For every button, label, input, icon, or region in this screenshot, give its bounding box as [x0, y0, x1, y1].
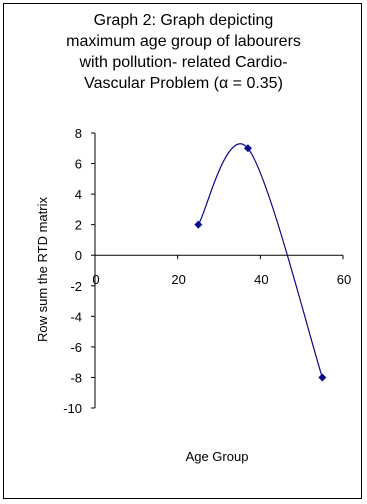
chart-title-line-2: maximum age group of labourers: [66, 33, 301, 50]
y-tick-label: -6: [70, 340, 82, 355]
y-tick-label: -8: [70, 370, 82, 385]
chart-points: [194, 144, 327, 382]
y-tick-label: -2: [70, 279, 82, 294]
chart-title-line-1: Graph 2: Graph depicting: [93, 12, 274, 29]
x-tick-label: 40: [254, 272, 268, 287]
chart-title-line-4: Vascular Problem (α = 0.35): [84, 75, 283, 92]
x-axis-title: Age Group: [186, 449, 249, 464]
y-tick-label: 8: [75, 126, 82, 141]
data-point: [318, 373, 327, 382]
chart-axes: [94, 133, 343, 408]
y-axis-title: Row sum the RTD matrix: [35, 197, 50, 342]
y-tick-label: 4: [75, 187, 82, 202]
y-tick-label: 6: [75, 157, 82, 172]
chart-title-line-3: with pollution- related Cardio-: [79, 54, 288, 71]
data-point: [194, 220, 203, 229]
x-tick-label: 60: [337, 272, 351, 287]
x-tick-label: 20: [171, 272, 185, 287]
y-tick-label: 2: [75, 218, 82, 233]
y-tick-label: 0: [75, 248, 82, 263]
y-tick-label: -4: [70, 309, 82, 324]
chart-title: Graph 2: Graph depicting maximum age gro…: [0, 10, 367, 94]
x-tick-label: 0: [92, 272, 99, 287]
chart-series: [197, 143, 323, 378]
y-tick-label: -10: [63, 401, 82, 416]
data-point: [243, 144, 252, 153]
chart-frame: [3, 3, 362, 499]
series-line: [197, 143, 323, 378]
